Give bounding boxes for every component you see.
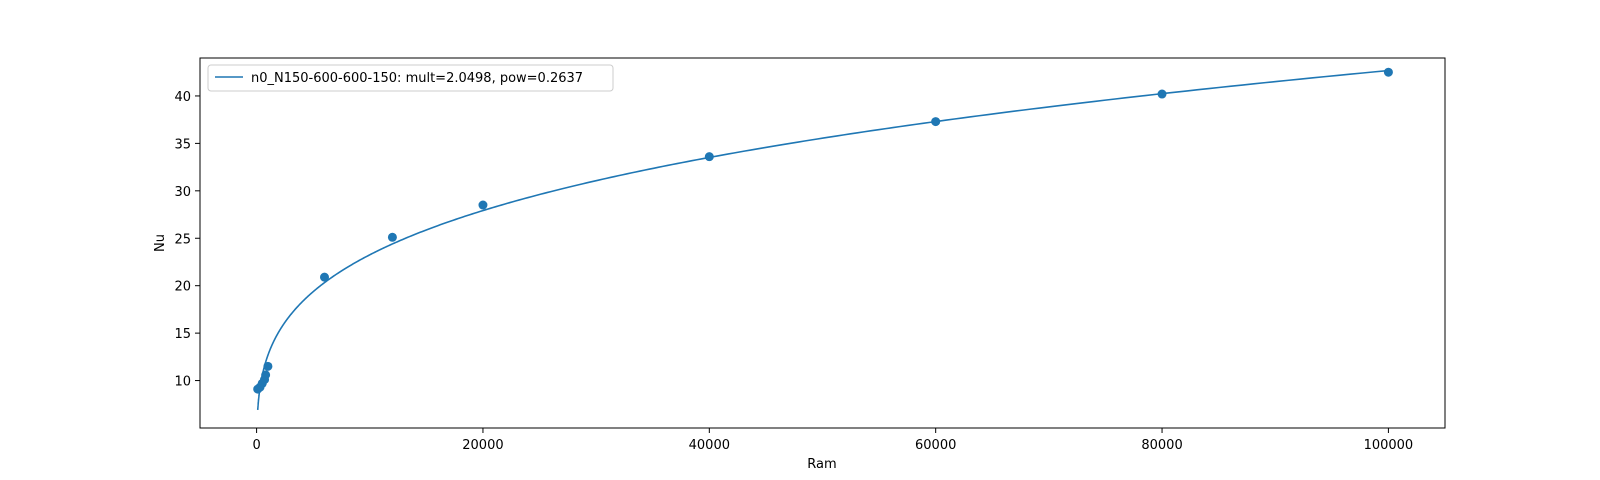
x-tick-label: 20000: [462, 438, 503, 453]
fit-line: [256, 69, 1389, 411]
x-tick-label: 60000: [915, 438, 956, 453]
data-point: [1383, 67, 1393, 77]
legend-box: [207, 64, 614, 92]
y-tick-label: 25: [174, 232, 191, 247]
x-tick-label: 100000: [1364, 438, 1414, 453]
data-point: [478, 200, 488, 210]
x-tick-label: 40000: [689, 438, 730, 453]
plot-area-frame: [199, 57, 1446, 429]
x-tick-label: 0: [252, 438, 260, 453]
data-point: [320, 272, 329, 282]
y-tick-label: 10: [174, 375, 191, 390]
x-axis-ticks: 0 20000 40000 60000 80000 100000: [252, 428, 1413, 453]
data-point: [1157, 89, 1167, 99]
legend: n0_N150-600-600-150: mult=2.0498, pow=0.…: [207, 64, 614, 92]
data-point: [263, 361, 273, 371]
data-points: [253, 67, 1393, 394]
y-tick-label: 35: [174, 137, 191, 152]
y-tick-label: 40: [174, 90, 191, 105]
data-point: [931, 117, 941, 127]
x-axis-label: Ram: [807, 457, 836, 472]
y-axis-ticks: 10 15 20 25 30 35 40: [174, 90, 200, 390]
y-tick-label: 20: [174, 280, 191, 295]
y-axis-label: Nu: [153, 234, 168, 252]
data-point: [387, 232, 397, 242]
data-point: [704, 152, 714, 162]
x-tick-label: 80000: [1141, 438, 1182, 453]
data-point: [261, 370, 271, 380]
legend-entry-fit: n0_N150-600-600-150: mult=2.0498, pow=0.…: [251, 71, 583, 86]
y-tick-label: 15: [174, 327, 191, 342]
y-tick-label: 30: [174, 185, 191, 200]
